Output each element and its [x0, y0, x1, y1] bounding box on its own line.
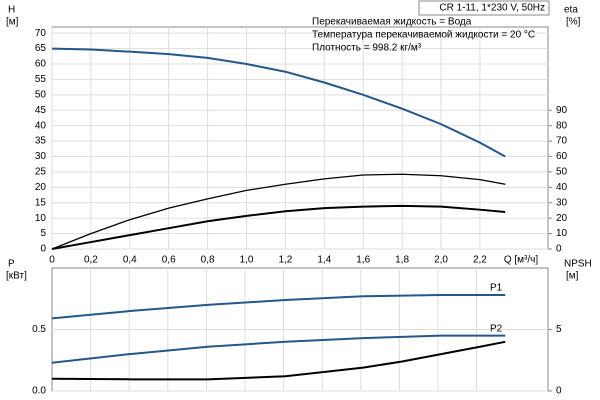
y-tick-label: 50 [35, 89, 47, 100]
y2-tick-label: 0 [556, 386, 562, 397]
annotation: CR 1-11, 1*230 V, 50Hz [439, 3, 545, 14]
series-line [51, 340, 506, 381]
plot-area [51, 26, 549, 250]
x-tick-label: 0,2 [84, 255, 98, 266]
y-tick-label: 0 [40, 244, 46, 255]
series-line [51, 47, 506, 158]
x-tick-label: 0,6 [162, 255, 176, 266]
y-axis-label: [м] [6, 17, 19, 28]
y-tick-label: 10 [35, 213, 47, 224]
series-line [51, 294, 506, 320]
x-tick-label: 1,2 [278, 255, 292, 266]
annotation: Плотность = 998.2 кг/м³ [312, 43, 422, 54]
y-tick-label: 30 [35, 151, 47, 162]
x-tick-label: 0 [49, 255, 55, 266]
y-axis-label: H [8, 5, 15, 16]
y-tick-label: 25 [35, 167, 47, 178]
y2-tick-label: 0 [556, 244, 562, 255]
y2-tick-label: 80 [556, 120, 568, 131]
y2-tick-label: 10 [556, 228, 568, 239]
y2-tick-label: 40 [556, 182, 568, 193]
y2-tick-label: 20 [556, 213, 568, 224]
y2-axis-label: NPSH [564, 259, 592, 270]
series-line [51, 204, 506, 250]
series-line [51, 173, 506, 250]
y-tick-label: 55 [35, 74, 47, 85]
annotation: Температура перекачиваемой жидкости = 20… [312, 30, 535, 41]
y2-axis-label: [м] [566, 271, 579, 282]
y-tick-label: 15 [35, 197, 47, 208]
x-tick-label: 1,8 [395, 255, 409, 266]
x-tick-label: 2,0 [434, 255, 448, 266]
x-tick-label: 1,0 [240, 255, 254, 266]
y-tick-label: 0.5 [32, 324, 46, 335]
y-tick-label: 45 [35, 105, 47, 116]
y-tick-label: 70 [35, 28, 47, 39]
y2-axis-label: eta [564, 5, 578, 16]
annotation-box [418, 0, 550, 16]
y-axis-label: [кВт] [6, 271, 27, 282]
y-tick-label: 65 [35, 43, 47, 54]
y2-tick-label: 5 [556, 324, 562, 335]
x-tick-label: 0,8 [201, 255, 215, 266]
x-axis-label: Q [м³/ч] [504, 255, 539, 266]
y-tick-label: 5 [40, 228, 46, 239]
y2-axis-label: [%] [566, 17, 581, 28]
series-label: P2 [490, 323, 503, 334]
y-tick-label: 20 [35, 182, 47, 193]
y2-tick-label: 60 [556, 151, 568, 162]
y-axis-label: P [8, 259, 15, 270]
y2-tick-label: 90 [556, 105, 568, 116]
y-tick-label: 35 [35, 136, 47, 147]
y-tick-label: 0.0 [32, 386, 46, 397]
series-line [51, 334, 506, 364]
x-tick-label: 2,2 [473, 255, 487, 266]
x-tick-label: 1,4 [317, 255, 331, 266]
x-tick-label: 0,4 [123, 255, 137, 266]
x-tick-label: 1,6 [356, 255, 370, 266]
series-label: P1 [490, 283, 503, 294]
annotation: Перекачиваемая жидкость = Вода [312, 17, 472, 28]
y-tick-label: 60 [35, 59, 47, 70]
y2-tick-label: 30 [556, 197, 568, 208]
y2-tick-label: 70 [556, 136, 568, 147]
y2-tick-label: 50 [556, 167, 568, 178]
y-tick-label: 40 [35, 120, 47, 131]
